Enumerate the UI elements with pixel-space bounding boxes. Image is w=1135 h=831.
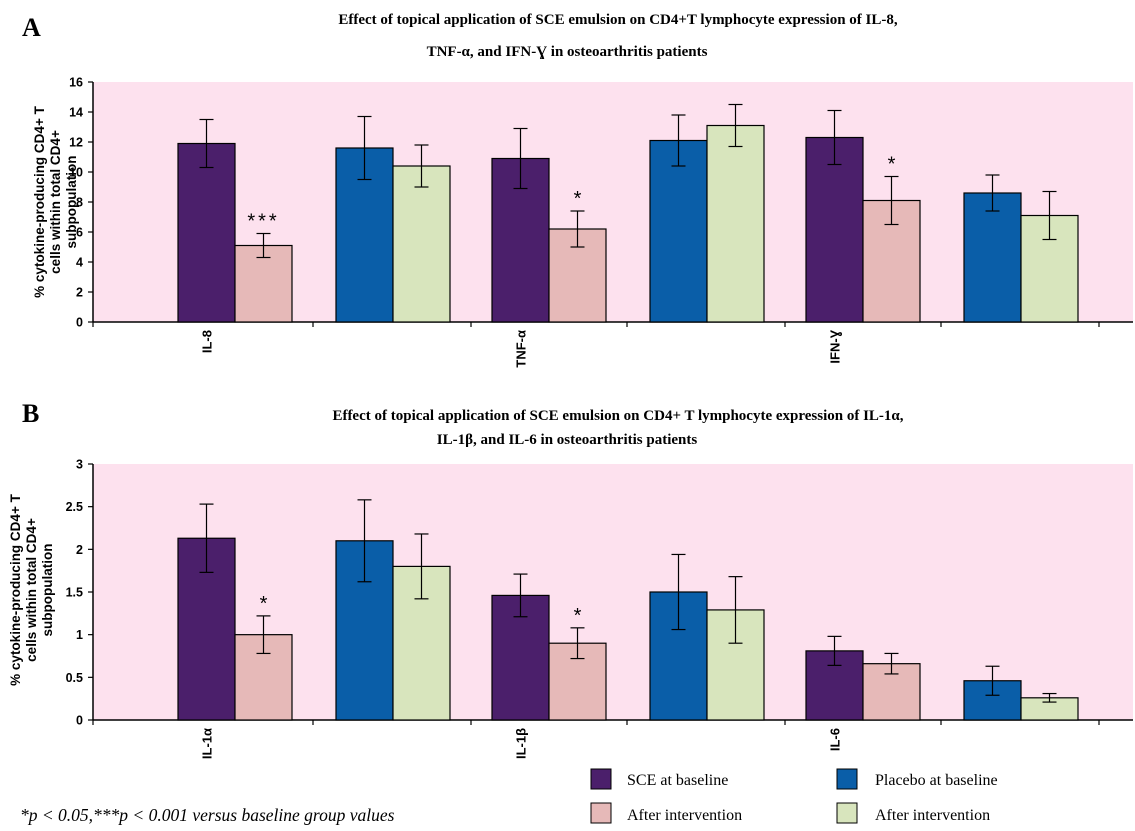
panel-a-ylabel: % cytokine-producing CD4+ T cells within… <box>32 105 79 297</box>
panel-a-y-tick-label: 10 <box>69 166 83 180</box>
panel-b-significance-marker: * <box>260 593 268 615</box>
panel-a-y-tick-label: 6 <box>76 226 83 240</box>
legend-swatch-placebo-baseline <box>836 768 858 790</box>
panel-a-y-tick-label: 16 <box>69 76 83 90</box>
panel-a-bar <box>805 136 864 323</box>
panel-b-plot: 0 0.5 1 1.5 2 2.5 3 * * IL-1α IL-1β IL-6 <box>66 458 1133 759</box>
panel-b-category-label: IL-1β <box>514 728 529 759</box>
panel-b-y-tick-label: 2.5 <box>66 500 83 514</box>
panel-a-ylabel-line1: % cytokine-producing CD4+ T <box>32 105 47 297</box>
panel-a-y-tick-label: 2 <box>76 286 83 300</box>
panel-b-letter: B <box>22 399 39 428</box>
panel-a-significance-marker: *** <box>247 211 279 233</box>
panel-a-title-line2: TNF-α, and IFN-Ɣ in osteoarthritis patie… <box>427 44 708 60</box>
panel-a-y-tick-label: 12 <box>69 136 83 150</box>
panel-b-ylabel-line3: subpopulation <box>40 544 55 637</box>
panel-b-y-tick-label: 1 <box>76 628 83 642</box>
panel-a-ylabel-line2: cells within total CD4+ <box>48 130 63 274</box>
footnote: *p < 0.05,***p < 0.001 versus baseline g… <box>20 805 395 825</box>
panel-b-ylabel: % cytokine-producing CD4+ T cells within… <box>8 493 55 685</box>
panel-b-ylabel-line2: cells within total CD4+ <box>24 518 39 662</box>
panel-a-y-tick-label: 4 <box>76 256 83 270</box>
panel-b-y-tick-label: 0 <box>76 714 83 728</box>
panel-b-significance-marker: * <box>574 605 582 627</box>
panel-a-significance-marker: * <box>888 154 896 176</box>
panel-b-ylabel-line1: % cytokine-producing CD4+ T <box>8 493 23 685</box>
panel-a-category-label: IFN-Ɣ <box>828 329 843 363</box>
legend-label-sce-baseline: SCE at baseline <box>627 772 728 789</box>
panel-b-title-line2: IL-1β, and IL-6 in osteoarthritis patien… <box>437 432 698 448</box>
panel-a-title-line1: Effect of topical application of SCE emu… <box>338 12 898 28</box>
panel-b-y-tick-label: 3 <box>76 458 83 472</box>
panel-b-title-line1: Effect of topical application of SCE emu… <box>332 408 903 424</box>
panel-b-y-tick-label: 1.5 <box>66 586 83 600</box>
panel-a-bar <box>234 244 293 323</box>
panel-a-bar <box>177 142 236 323</box>
panel-a-ylabel-line3: subpopulation <box>64 156 79 249</box>
panel-a-bar <box>649 139 708 323</box>
panel-a-y-tick-label: 8 <box>76 196 83 210</box>
panel-a-significance-marker: * <box>574 188 582 210</box>
legend-swatch-sce-after <box>590 802 612 824</box>
panel-b-category-label: IL-1α <box>200 728 215 759</box>
panel-a-y-tick-label: 0 <box>76 316 83 330</box>
panel-b-y-tick-label: 2 <box>76 543 83 557</box>
panel-a-bar <box>392 165 451 323</box>
panel-a-category-label: IL-8 <box>200 330 215 353</box>
panel-a-letter: A <box>22 13 41 42</box>
legend-swatch-sce-baseline <box>590 768 612 790</box>
panel-b-y-tick-label: 0.5 <box>66 671 83 685</box>
legend-label-placebo-baseline: Placebo at baseline <box>875 772 998 789</box>
legend: SCE at baseline After intervention Place… <box>590 768 998 824</box>
panel-a-bar <box>706 124 765 323</box>
panel-a-bar <box>963 192 1022 323</box>
legend-swatch-placebo-after <box>836 802 858 824</box>
panel-a-y-tick-label: 14 <box>69 106 83 120</box>
legend-label-sce-after: After intervention <box>627 807 742 824</box>
panel-b-category-label: IL-6 <box>828 728 843 751</box>
panel-a-category-label: TNF-α <box>514 330 529 368</box>
legend-label-placebo-after: After intervention <box>875 807 990 824</box>
